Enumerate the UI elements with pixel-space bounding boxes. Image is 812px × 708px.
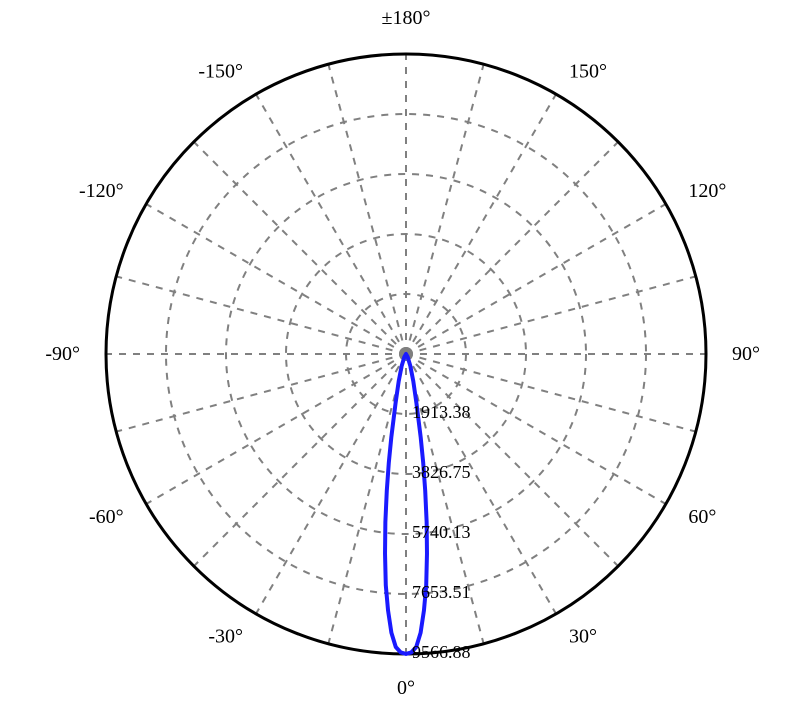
radial-tick-label: 5740.13 [412, 522, 471, 542]
radial-tick-label: 3826.75 [412, 462, 471, 482]
angle-label: -60° [89, 506, 124, 528]
polar-chart: 1913.38 3826.75 5740.13 7653.51 9566.88 ±180°… [0, 0, 812, 708]
polar-svg: 1913.38 3826.75 5740.13 7653.51 9566.88 ±180°… [0, 0, 812, 708]
angle-label: ±180° [382, 7, 431, 29]
radial-tick-label: 1913.38 [412, 402, 471, 422]
radial-tick-label: 9566.88 [412, 642, 471, 662]
angle-label: 30° [569, 625, 597, 647]
angle-label: 60° [688, 506, 716, 528]
angle-label: -120° [79, 180, 124, 202]
angle-label: -30° [208, 625, 243, 647]
angle-label: 150° [569, 61, 607, 83]
angle-label: 90° [732, 343, 760, 365]
angle-label: -90° [45, 343, 80, 365]
angle-label: 120° [688, 180, 726, 202]
radial-tick-label: 7653.51 [412, 582, 471, 602]
angle-label: 0° [397, 677, 415, 699]
angle-label: -150° [198, 61, 243, 83]
